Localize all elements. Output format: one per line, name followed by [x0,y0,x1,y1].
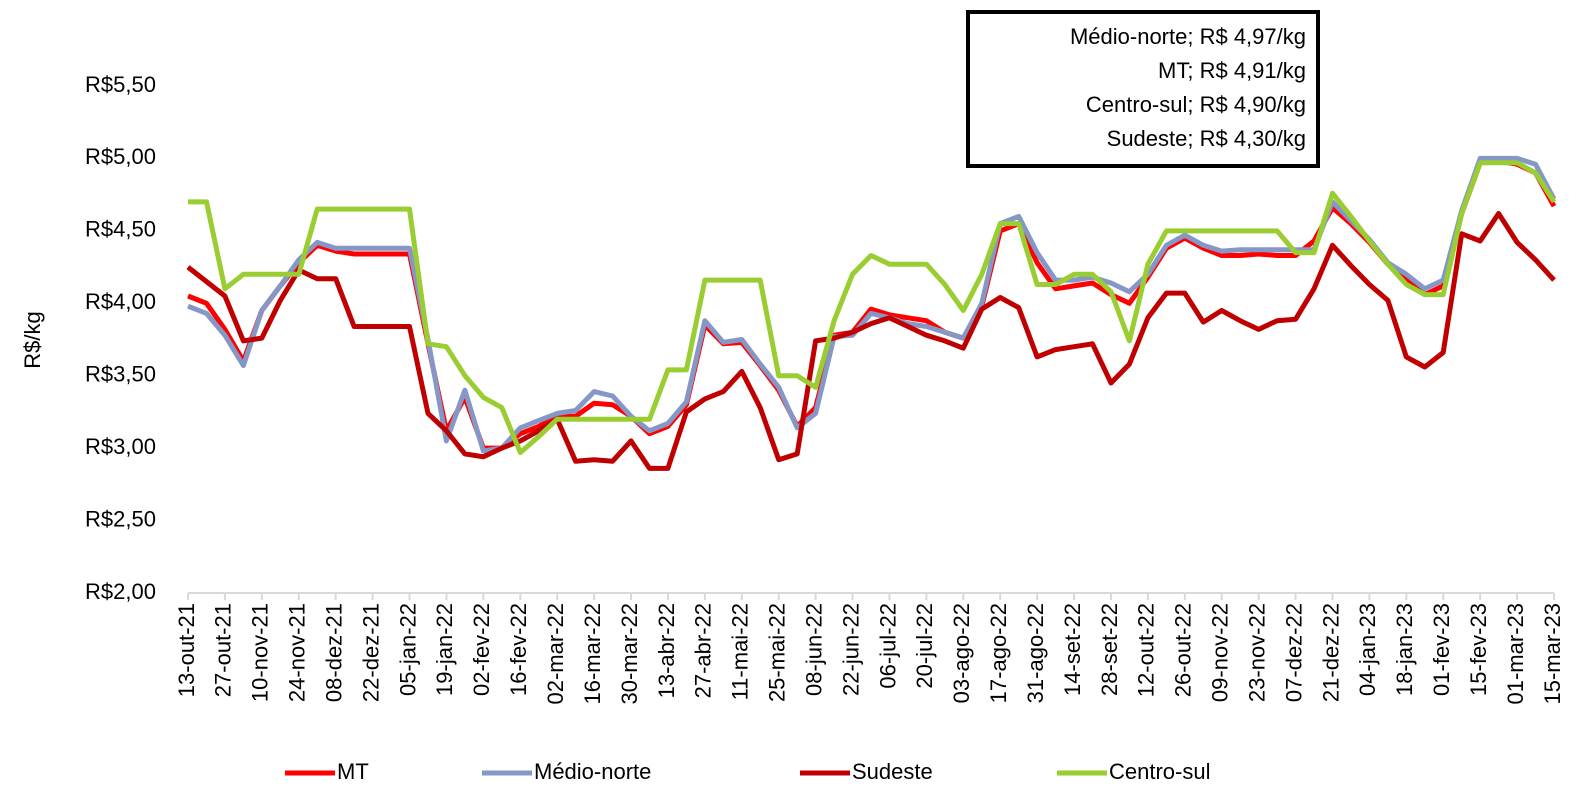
x-tick-label: 05-jan-22 [395,603,420,696]
y-tick-label: R$2,00 [85,579,156,604]
annotation: MT; R$ 4,91/kg [1158,58,1306,83]
legend-label: Médio-norte [534,759,651,784]
y-tick-label: R$5,50 [85,72,156,97]
x-tick-label: 16-fev-22 [506,603,531,696]
x-tick-label: 02-mar-22 [543,603,568,704]
x-tick-label: 08-jun-22 [801,603,826,696]
y-tick-label: R$3,50 [85,362,156,387]
y-tick-label: R$4,00 [85,289,156,314]
x-tick-label: 16-mar-22 [580,603,605,704]
annotation: Médio-norte; R$ 4,97/kg [1070,24,1306,49]
x-tick-label: 14-set-22 [1060,603,1085,696]
annotation: Sudeste; R$ 4,30/kg [1107,126,1306,151]
x-tick-label: 15-fev-23 [1466,603,1491,696]
x-tick-label: 22-jun-22 [838,603,863,696]
series-line [188,160,1557,455]
x-tick-label: 13-abr-22 [654,603,679,698]
x-tick-label: 09-nov-22 [1208,603,1233,702]
y-tick-label: R$5,00 [85,144,156,169]
legend-label: Centro-sul [1109,759,1210,784]
x-tick-label: 17-ago-22 [986,603,1011,703]
x-tick-label: 07-dez-22 [1281,603,1306,702]
x-tick-label: 25-mai-22 [765,603,790,702]
x-tick-label: 06-jul-22 [875,603,900,689]
x-tick-label: 24-nov-21 [285,603,310,702]
x-tick-label: 02-fev-22 [469,603,494,696]
x-tick-label: 01-fev-23 [1429,603,1454,696]
x-tick-label: 01-mar-23 [1503,603,1528,704]
series-line [186,211,1556,471]
x-tick-label: 26-out-22 [1171,603,1196,697]
x-tick-label: 15-mar-23 [1540,603,1565,704]
x-tick-label: 08-dez-21 [321,603,346,702]
x-tick-label: 12-out-22 [1134,603,1159,697]
x-tick-label: 27-out-21 [211,603,236,697]
x-tick-label: 21-dez-22 [1318,603,1343,702]
x-tick-label: 13-out-21 [174,603,199,697]
x-tick-label: 04-jan-23 [1355,603,1380,696]
legend-label: MT [337,759,369,784]
x-tick-label: 03-ago-22 [949,603,974,703]
x-tick-label: 10-nov-21 [248,603,273,702]
x-tick-label: 27-abr-22 [691,603,716,698]
x-tick-label: 31-ago-22 [1023,603,1048,703]
y-tick-label: R$3,00 [85,434,156,459]
legend-label: Sudeste [852,759,933,784]
x-tick-label: 22-dez-21 [358,603,383,702]
y-tick-label: R$2,50 [85,506,156,531]
x-tick-label: 18-jan-23 [1392,603,1417,696]
y-axis-label: R$/kg [20,311,45,368]
x-tick-label: 30-mar-22 [617,603,642,704]
x-tick-label: 20-jul-22 [912,603,937,689]
x-tick-label: 19-jan-22 [432,603,457,696]
x-tick-label: 23-nov-22 [1244,603,1269,702]
x-tick-label: 28-set-22 [1097,603,1122,696]
annotation: Centro-sul; R$ 4,90/kg [1086,92,1306,117]
y-tick-label: R$4,50 [85,217,156,242]
annotation-box [966,10,1320,168]
x-tick-label: 11-mai-22 [728,603,753,700]
